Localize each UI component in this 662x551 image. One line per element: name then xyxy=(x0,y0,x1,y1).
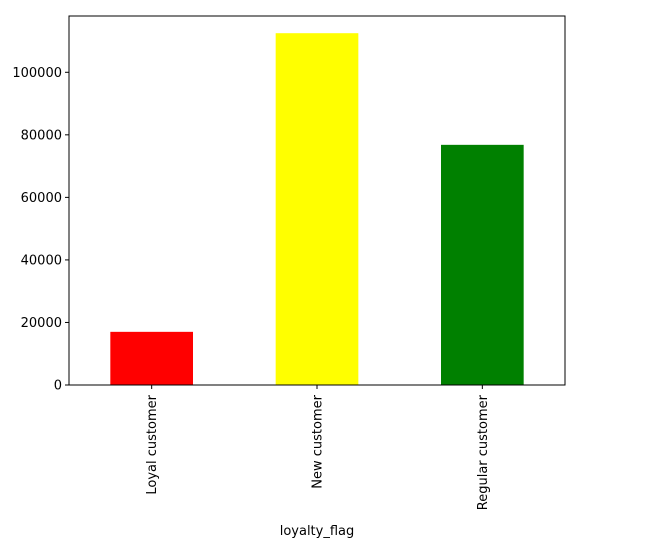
y-tick-label: 100000 xyxy=(12,66,62,81)
bar-new-customer xyxy=(275,33,359,385)
x-axis-label: loyalty_flag xyxy=(280,524,355,539)
y-tick-label: 80000 xyxy=(21,128,62,143)
bar-regular-customer xyxy=(441,144,524,385)
x-tick-label: Regular customer xyxy=(476,394,491,510)
y-tick-label: 20000 xyxy=(21,316,62,331)
x-tick-label: Loyal customer xyxy=(145,394,160,494)
plot-frame xyxy=(68,15,566,386)
y-tick-label: 40000 xyxy=(21,253,62,268)
y-axis: 0 20000 40000 60000 80000 100000 xyxy=(12,66,69,394)
y-tick-label: 60000 xyxy=(21,191,62,206)
x-tick-label: New customer xyxy=(311,394,326,488)
x-axis: Loyal customer New customer Regular custom… xyxy=(145,385,491,510)
y-tick-label: 0 xyxy=(54,379,62,394)
bars-layer xyxy=(110,33,524,385)
bar-loyal-customer xyxy=(110,331,193,385)
